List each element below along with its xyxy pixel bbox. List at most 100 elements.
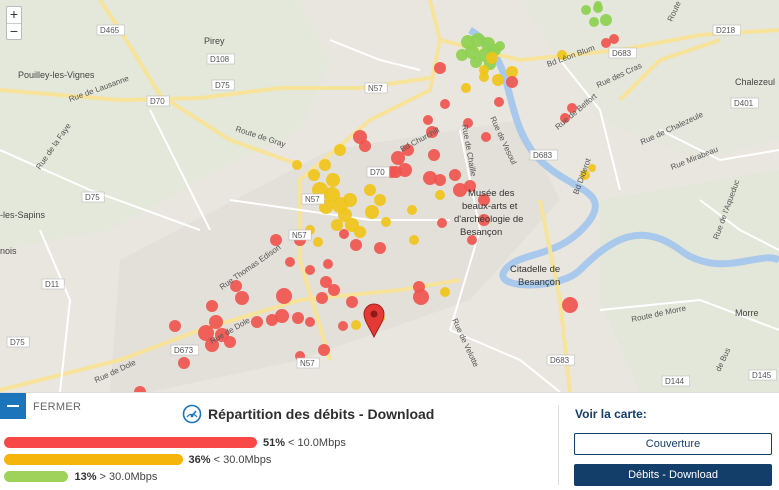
bar-row-high: 13% > 30.0Mbps <box>4 470 158 483</box>
map-label-n57a: N57 <box>368 84 383 93</box>
coverage-dot-low <box>449 169 461 181</box>
panel-title-group: Répartition des débits - Download <box>182 403 434 425</box>
map-label-musee3: d'archéologie de <box>454 214 523 225</box>
close-panel-button[interactable] <box>0 393 26 419</box>
road-shield <box>41 278 65 290</box>
map-label-d75c: D75 <box>10 338 25 347</box>
coverage-dot-low <box>276 288 292 304</box>
coverage-dot-low <box>285 257 295 267</box>
coverage-dot-low <box>206 300 218 312</box>
coverage-dot-mid <box>440 287 450 297</box>
coverage-dot-mid <box>479 72 489 82</box>
road-shield <box>364 82 388 94</box>
map-label-d70a: D70 <box>150 97 165 106</box>
bar-high-label: 13% > 30.0Mbps <box>74 470 158 483</box>
coverage-dot-mid <box>351 320 361 330</box>
coverage-dot-low <box>453 183 467 197</box>
map-label-d70b: D70 <box>370 168 385 177</box>
coverage-dot-low <box>428 149 440 161</box>
coverage-dot-low <box>198 325 214 341</box>
coverage-dot-low <box>320 276 332 288</box>
coverage-dot-mid <box>308 169 320 181</box>
map-label-pirey: Pirey <box>204 36 225 46</box>
coverage-dot-low <box>230 280 242 292</box>
map-label-d401: D401 <box>734 99 754 108</box>
coverage-dot-low <box>478 194 490 206</box>
coverage-dot-mid <box>381 217 391 227</box>
coverage-dot-low <box>464 180 476 192</box>
map-label-d75b: D75 <box>85 193 100 202</box>
zoom-out-button[interactable]: − <box>7 23 21 39</box>
coverage-dots <box>134 1 619 392</box>
map-label-nois: nois <box>0 246 17 256</box>
coverage-dot-mid <box>409 235 419 245</box>
coverage-dot-mid <box>326 173 340 187</box>
coverage-dot-low <box>275 309 289 323</box>
coverage-dot-mid <box>486 52 498 64</box>
map-label-n57d: N57 <box>300 359 315 368</box>
coverage-dot-low <box>266 314 278 326</box>
coverage-dot-mid <box>588 164 596 172</box>
road-shield <box>146 95 170 107</box>
coverage-dot-low <box>463 118 473 128</box>
panel-title: Répartition des débits - Download <box>208 406 435 422</box>
coverage-dot-low <box>235 291 249 305</box>
location-marker[interactable] <box>363 303 385 339</box>
road-shield <box>206 53 235 65</box>
coverage-dot-low <box>359 140 371 152</box>
coverage-dot-low <box>305 317 315 327</box>
coverage-dot-low <box>601 38 611 48</box>
coverage-dot-mid <box>338 208 352 222</box>
map-view[interactable]: D465 Pirey D108 Pouilley-les-Vignes Rue de L… <box>0 0 779 392</box>
road-shield <box>661 375 690 387</box>
coverage-dot-low <box>134 386 146 392</box>
coverage-dot-mid <box>354 226 366 238</box>
coverage-dot-low <box>178 357 190 369</box>
coverage-dot-high <box>456 49 468 61</box>
coverage-dot-low <box>316 292 328 304</box>
couverture-button[interactable]: Couverture <box>574 433 772 455</box>
road-shield <box>170 344 199 356</box>
coverage-dot-low <box>423 115 433 125</box>
zoom-control: + − <box>6 6 22 40</box>
bar-high-speed <box>4 471 69 482</box>
coverage-dot-low <box>506 76 518 88</box>
map-label-d11: D11 <box>45 280 60 289</box>
map-label-musee4: Besançon <box>460 227 502 238</box>
coverage-dot-mid <box>506 66 518 78</box>
close-label[interactable]: FERMER <box>33 401 82 413</box>
map-label-d683a: D683 <box>612 49 632 58</box>
road-shield <box>748 369 777 381</box>
road-shield <box>81 191 105 203</box>
coverage-dot-mid <box>343 193 357 207</box>
road-shield <box>301 193 325 205</box>
coverage-dot-low <box>346 296 358 308</box>
coverage-dot-low <box>437 218 447 228</box>
coverage-dot-low <box>339 229 349 239</box>
coverage-dot-low <box>434 174 446 186</box>
coverage-dot-low <box>562 297 578 313</box>
coverage-dot-low <box>318 344 330 356</box>
coverage-dot-high <box>495 41 505 51</box>
coverage-dot-low <box>423 171 437 185</box>
road-shield <box>546 354 575 366</box>
map-label-n57b: N57 <box>305 195 320 204</box>
map-label-d144: D144 <box>665 377 685 386</box>
debits-download-button[interactable]: Débits - Download <box>574 464 772 486</box>
bar-mid-label: 36% < 30.0Mbps <box>188 453 272 466</box>
coverage-dot-low <box>402 144 414 156</box>
map-label-morre2: Morre <box>735 308 759 318</box>
coverage-dot-high <box>589 17 599 27</box>
coverage-dot-low <box>169 320 181 332</box>
coverage-dot-high <box>594 1 602 9</box>
coverage-dot-high <box>470 56 482 68</box>
map-label-d465: D465 <box>100 26 120 35</box>
coverage-dot-low <box>305 265 315 275</box>
zoom-in-button[interactable]: + <box>9 6 19 22</box>
speedometer-icon <box>182 404 202 424</box>
map-label-musee1: Musée des <box>468 188 515 199</box>
coverage-dot-mid <box>407 205 417 215</box>
coverage-dot-low <box>413 289 429 305</box>
